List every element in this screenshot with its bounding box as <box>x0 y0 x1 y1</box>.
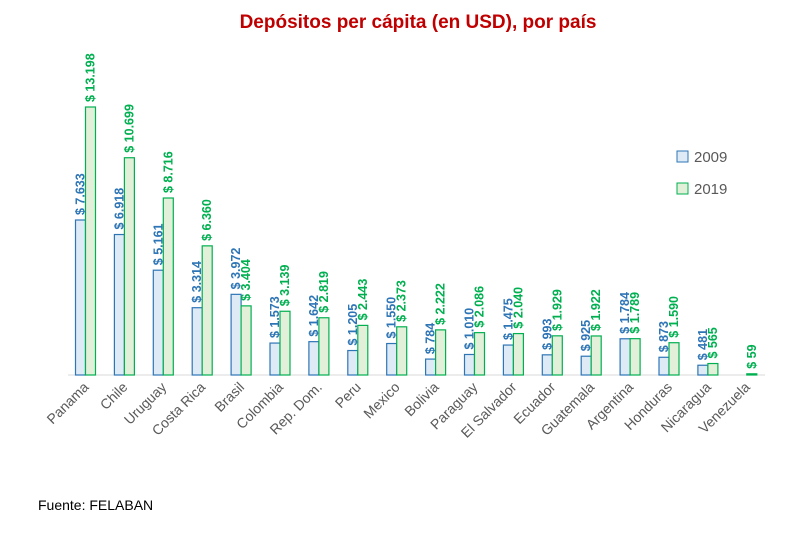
data-label-2019-colombia: $ 3.139 <box>278 265 292 307</box>
data-label-2019-ecuador: $ 1.929 <box>550 289 564 331</box>
category-label-mexico: Mexico <box>360 379 403 422</box>
bar-2019-mexico <box>396 326 408 376</box>
bar-2009-paraguay <box>463 353 476 376</box>
data-label-2019-brasil: $ 3.404 <box>239 259 253 301</box>
bar-2009-costa-rica <box>191 307 203 376</box>
data-label-2019-chile: $ 10.699 <box>122 104 136 153</box>
bar-2009-honduras <box>658 356 670 376</box>
bar-2019-argentina <box>629 338 641 376</box>
data-label-2019-peru: $ 2.443 <box>356 279 370 321</box>
bar-2009-chile <box>113 233 126 376</box>
bar-2019-rep-dom <box>318 317 330 376</box>
bar-2019-ecuador <box>551 335 563 376</box>
data-label-2009-paraguay: $ 1.010 <box>463 308 477 350</box>
data-label-2019-guatemala: $ 1.922 <box>589 289 603 331</box>
legend: 2009 2019 <box>676 149 727 198</box>
data-label-2019-mexico: $ 2.373 <box>395 280 409 322</box>
legend-swatch-2009 <box>676 150 689 163</box>
data-label-2019-venezuela: $ 59 <box>745 344 759 368</box>
bar-2019-uruguay <box>162 197 174 376</box>
data-label-2019-el-salvador: $ 2.040 <box>511 287 525 329</box>
data-label-2009-costa-rica: $ 3.314 <box>190 261 204 303</box>
bar-2009-nicaragua <box>697 364 709 376</box>
bar-2019-honduras <box>668 342 680 376</box>
bar-2009-argentina <box>619 338 631 376</box>
data-label-2009-rep-dom: $ 1.642 <box>307 295 321 337</box>
data-label-2009-uruguay: $ 5.161 <box>151 223 165 265</box>
bar-2019-nicaragua <box>707 362 719 376</box>
data-label-2009-mexico: $ 1.550 <box>385 297 399 339</box>
legend-label-2019: 2019 <box>694 181 727 198</box>
bar-2009-uruguay <box>152 269 164 376</box>
chart-title: Depósitos per cápita (en USD), por país <box>240 12 597 33</box>
bar-2009-el-salvador <box>502 344 514 376</box>
data-label-2009-argentina: $ 1.784 <box>618 292 632 334</box>
data-label-2019-uruguay: $ 8.716 <box>161 151 175 193</box>
bar-2019-costa-rica <box>201 245 213 376</box>
bar-2019-colombia <box>279 310 291 376</box>
category-label-brasil: Brasil <box>211 379 247 415</box>
data-label-2009-peru: $ 1.205 <box>346 304 360 346</box>
data-label-2009-colombia: $ 1.573 <box>268 296 282 338</box>
bar-2009-rep-dom <box>308 341 320 376</box>
data-label-2009-honduras: $ 873 <box>657 321 671 352</box>
data-label-2019-honduras: $ 1.590 <box>667 296 681 338</box>
data-label-2009-brasil: $ 3.972 <box>229 248 243 290</box>
data-label-2019-costa-rica: $ 6.360 <box>200 199 214 241</box>
data-label-2009-ecuador: $ 993 <box>540 319 554 350</box>
data-label-2019-rep-dom: $ 2.819 <box>317 271 331 313</box>
bar-2019-panama <box>84 106 97 376</box>
bar-2009-brasil <box>230 293 242 376</box>
data-label-2009-el-salvador: $ 1.475 <box>501 298 515 340</box>
bar-2009-peru <box>347 349 359 376</box>
bar-2009-ecuador <box>541 354 553 376</box>
bar-2019-chile <box>123 157 136 376</box>
bar-2019-peru <box>357 324 369 376</box>
data-label-2009-panama: $ 7.633 <box>74 173 88 215</box>
data-label-2009-nicaragua: $ 481 <box>696 329 710 360</box>
data-label-2019-paraguay: $ 2.086 <box>473 286 487 328</box>
bar-2019-brasil <box>240 305 252 376</box>
data-label-2019-argentina: $ 1.789 <box>628 292 642 334</box>
bar-2019-guatemala <box>590 335 602 376</box>
category-label-chile: Chile <box>97 379 131 413</box>
data-label-2019-panama: $ 13.198 <box>84 53 98 102</box>
bar-2009-bolivia <box>425 358 437 376</box>
legend-swatch-2019 <box>676 182 689 195</box>
bar-2019-venezuela <box>746 373 758 376</box>
data-label-2019-nicaragua: $ 565 <box>706 327 720 358</box>
data-labels-group: $ 7.633 $ 13.198 $ 6.918 $ 10.699 $ 5.161 $ 8… <box>74 53 759 369</box>
data-label-2009-chile: $ 6.918 <box>112 188 126 230</box>
source-note: Fuente: FELABAN <box>38 497 154 513</box>
bar-2019-bolivia <box>435 329 447 376</box>
data-label-2009-bolivia: $ 784 <box>424 323 438 354</box>
bar-2009-guatemala <box>580 355 592 376</box>
bar-2019-el-salvador <box>512 332 525 376</box>
bar-2009-mexico <box>386 342 398 376</box>
bars-group <box>74 106 758 376</box>
data-label-2019-bolivia: $ 2.222 <box>434 283 448 325</box>
legend-label-2009: 2009 <box>694 149 727 166</box>
category-label-peru: Peru <box>332 379 364 411</box>
bar-2019-paraguay <box>473 332 486 376</box>
bar-2009-panama <box>74 219 87 376</box>
category-label-panama: Panama <box>43 379 91 427</box>
data-label-2009-guatemala: $ 925 <box>579 320 593 351</box>
bar-2009-colombia <box>269 342 281 376</box>
